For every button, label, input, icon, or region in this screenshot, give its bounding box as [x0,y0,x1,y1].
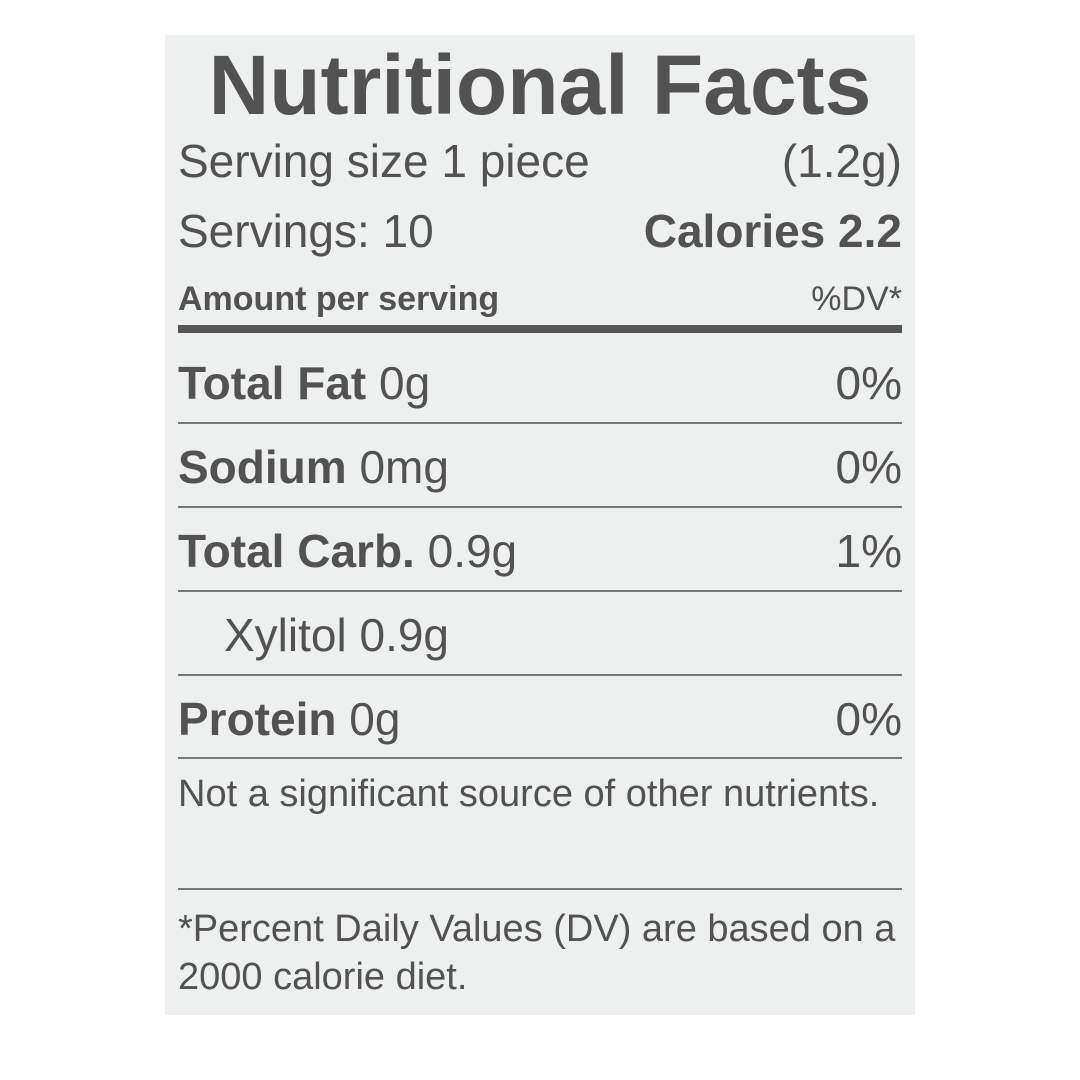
note: Not a significant source of other nutrie… [178,773,880,815]
nutrient-dv: 0% [835,357,902,409]
nutrient-row: Total Fat 0g 0% [178,357,902,409]
divider [178,422,902,424]
amount-header: Amount per serving [178,280,500,318]
nutrient-name: Protein [178,693,337,745]
calories: Calories 2.2 [643,205,902,257]
nutrient-name: Total Carb. [178,525,415,577]
divider [178,590,902,592]
nutrient-row-sub: Xylitol 0.9g [178,609,902,661]
nutrient-dv: 1% [835,525,902,577]
nutrition-label: Nutritional Facts Serving size 1 piece (… [165,35,915,1015]
servings: Servings: 10 [178,205,434,257]
nutrient-dv: 0% [835,441,902,493]
nutrient-row: Protein 0g 0% [178,693,902,745]
divider [178,757,902,759]
nutrient-amount: 0g [379,357,431,409]
serving-size-row: Serving size 1 piece (1.2g) [178,135,902,187]
serving-size: Serving size 1 piece [178,135,590,187]
amount-header-row: Amount per serving %DV* [178,279,902,319]
nutrient-name: Sodium [178,441,347,493]
divider [178,674,902,676]
nutrient-row: Total Carb. 0.9g 1% [178,525,902,577]
nutrient-amount: 0.9g [427,525,518,577]
nutrient-row: Sodium 0mg 0% [178,441,902,493]
divider [178,506,902,508]
nutrient-amount: 0g [349,693,401,745]
footnote: *Percent Daily Values (DV) are based on … [178,908,896,998]
label-title: Nutritional Facts [208,38,872,132]
nutrient-dv: 0% [835,693,902,745]
nutrient-amount: Xylitol 0.9g [224,609,450,661]
servings-row: Servings: 10 Calories 2.2 [178,205,902,257]
divider [178,888,902,890]
dv-header: %DV* [811,280,902,318]
serving-weight: (1.2g) [781,135,902,187]
nutrient-name: Total Fat [178,357,367,409]
nutrient-amount: 0mg [359,441,449,493]
thick-divider [178,325,902,333]
